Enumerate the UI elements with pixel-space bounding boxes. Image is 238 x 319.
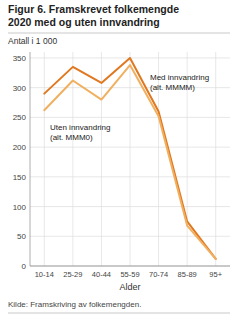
- subtitle: 2020 med og uten innvandring: [8, 16, 160, 28]
- text-line: (alt. MMM0): [50, 133, 93, 142]
- y-tick-label: 250: [13, 113, 27, 122]
- y-tick-label: 50: [17, 232, 26, 241]
- y-grid-line: [30, 266, 230, 267]
- text-line: Med innvandring: [150, 73, 209, 82]
- y-tick-label: 0: [22, 262, 27, 271]
- grid: [30, 52, 230, 266]
- y-tick-label: 150: [13, 173, 27, 182]
- title: Figur 6. Framskrevet folkemengde: [8, 3, 179, 15]
- y-tick-label: 200: [13, 143, 27, 152]
- x-tick-label: 10-14: [35, 270, 54, 279]
- text-line: Uten innvandring: [50, 123, 110, 132]
- y-axis-line: [30, 52, 31, 266]
- source: Kilde: Framskriving av folkemengden.: [8, 300, 141, 309]
- series-label: Uten innvandring(alt. MMM0): [50, 123, 110, 142]
- chart: Figur 6. Framskrevet folkemengde2020 med…: [0, 0, 238, 319]
- series-line: [44, 58, 215, 259]
- x-tick-label: 25-29: [63, 270, 82, 279]
- series-label: Med innvandring(alt. MMMM): [150, 73, 209, 92]
- x-grid-line: [44, 52, 45, 266]
- x-grid-line: [130, 52, 131, 266]
- x-axis-line: [30, 266, 230, 267]
- series-line: [44, 65, 215, 259]
- separator: [8, 33, 230, 34]
- x-tick-label: 55-59: [120, 270, 139, 279]
- x-grid-line: [72, 52, 73, 266]
- y-axis-label: Antall i 1 000: [8, 36, 57, 46]
- x-tick-label: 95+: [209, 270, 222, 279]
- x-grid-line: [215, 52, 216, 266]
- x-tick-label: 85-89: [178, 270, 197, 279]
- marks: [44, 58, 215, 259]
- x-tick-label: 40-44: [92, 270, 111, 279]
- x-tick-label: 70-74: [149, 270, 168, 279]
- y-tick-label: 100: [13, 203, 27, 212]
- y-tick-label: 300: [13, 84, 27, 93]
- x-axis-label: Alder: [119, 282, 140, 292]
- separator: [8, 313, 230, 314]
- y-tick-label: 350: [13, 54, 27, 63]
- x-grid-line: [101, 52, 102, 266]
- text-line: (alt. MMMM): [150, 83, 195, 92]
